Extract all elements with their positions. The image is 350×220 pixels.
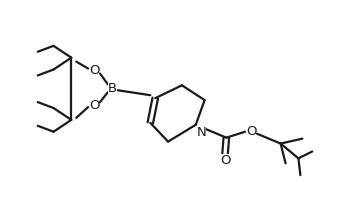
Text: N: N — [197, 126, 206, 139]
Text: B: B — [108, 82, 117, 95]
Text: O: O — [220, 154, 231, 167]
Text: O: O — [246, 125, 256, 138]
Text: O: O — [89, 99, 99, 112]
Text: O: O — [89, 64, 99, 77]
